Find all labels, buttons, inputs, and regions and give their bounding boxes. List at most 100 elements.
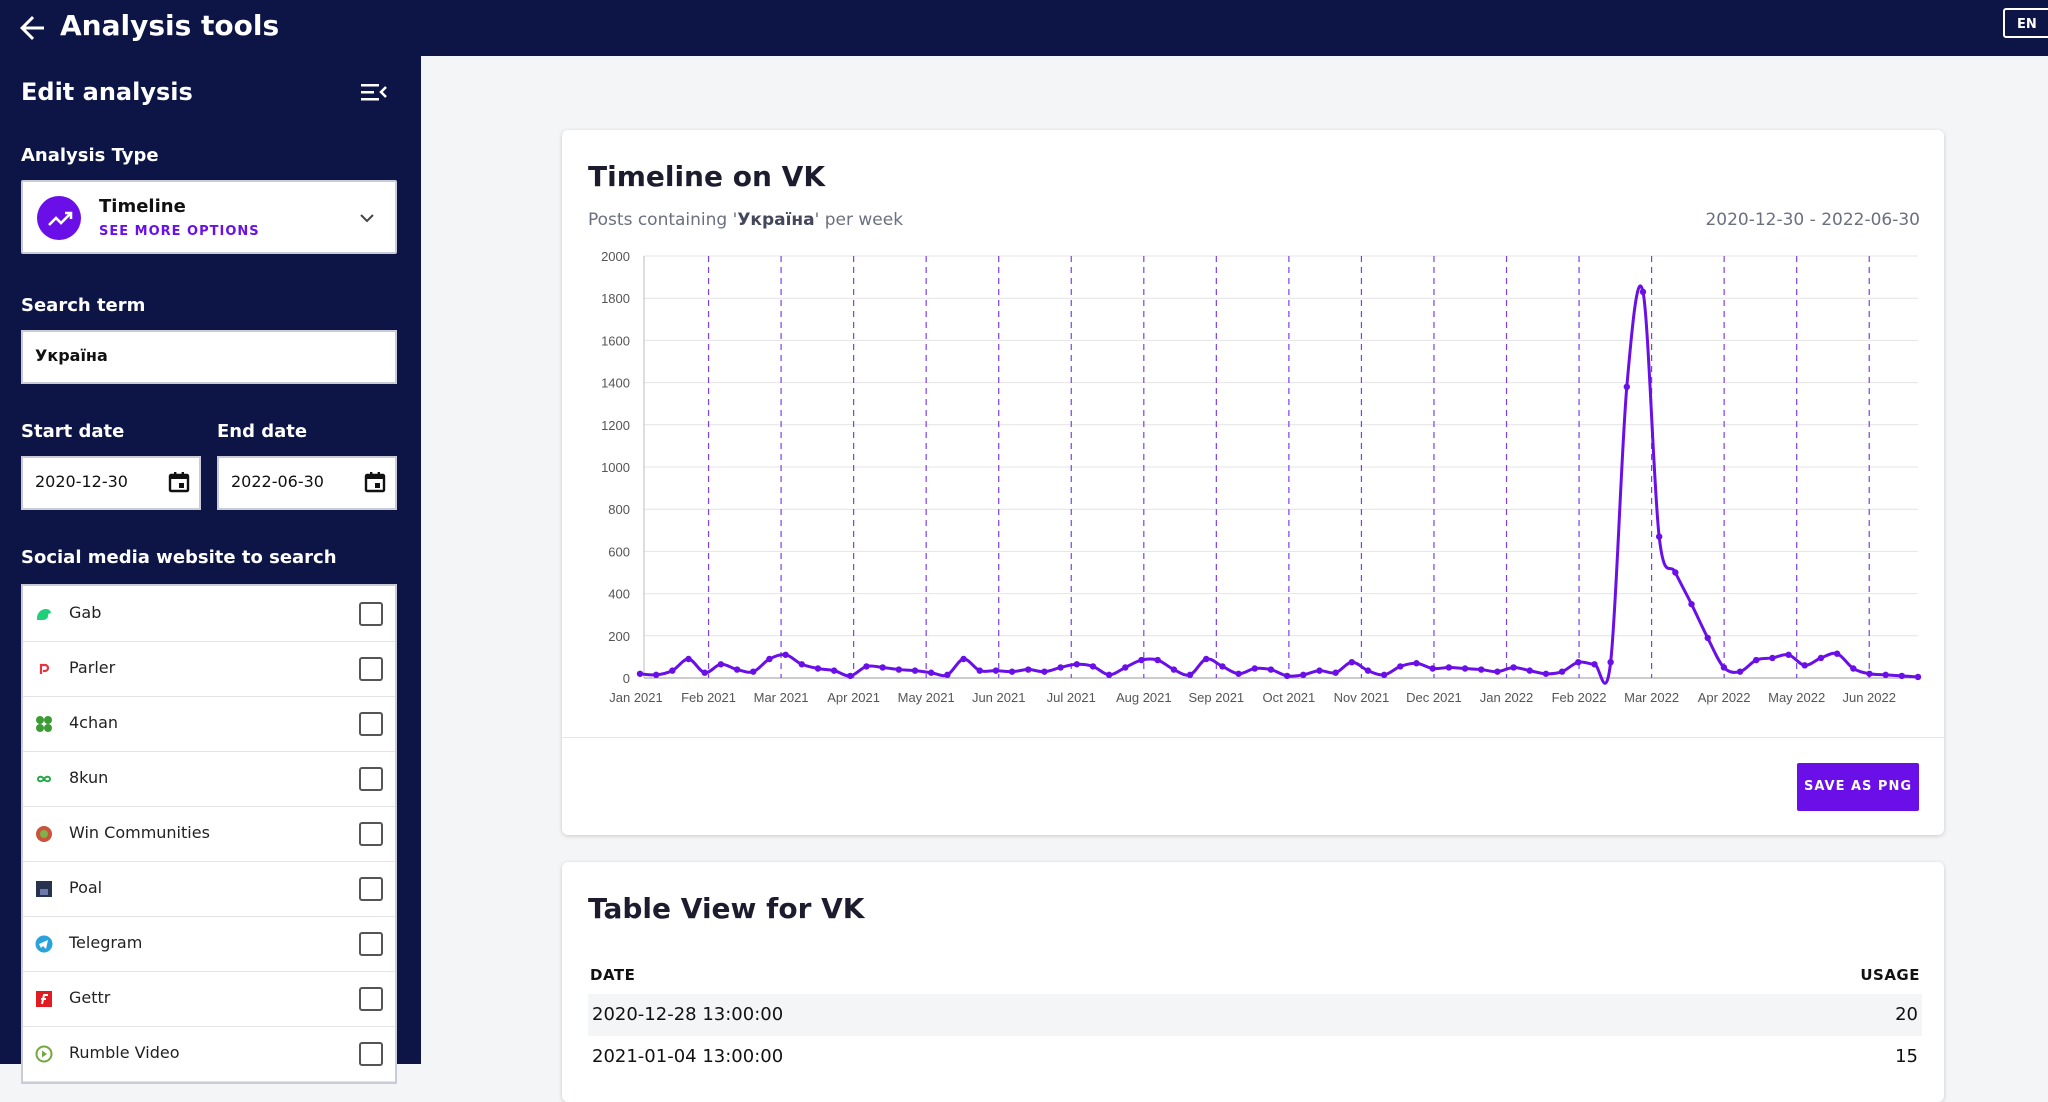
save-as-png-button[interactable]: SAVE AS PNG [1797, 763, 1919, 811]
site-row-poal[interactable]: Poal [23, 861, 395, 917]
data-point [863, 663, 870, 670]
data-point [992, 667, 1000, 674]
end-date-input[interactable]: 2022-06-30 [217, 456, 397, 510]
analysis-type-select[interactable]: Timeline SEE MORE OPTIONS [21, 180, 397, 254]
gettr-checkbox[interactable] [359, 987, 383, 1011]
data-point [636, 670, 644, 677]
x-tick-label: Nov 2021 [1334, 690, 1390, 705]
see-more-options-link[interactable]: SEE MORE OPTIONS [99, 224, 260, 239]
site-name: Rumble Video [69, 1043, 180, 1062]
data-point [1316, 667, 1323, 674]
timeline-card: Timeline on VK Posts containing 'Україна… [562, 130, 1944, 835]
x-tick-label: Jan 2022 [1480, 690, 1534, 705]
data-point [1235, 670, 1242, 677]
data-point [1607, 658, 1614, 666]
site-row-gettr[interactable]: Gettr [23, 971, 395, 1027]
y-tick-label: 1600 [601, 333, 630, 348]
series-line [639, 284, 1919, 685]
4chan-checkbox[interactable] [359, 712, 383, 736]
data-point [1429, 665, 1436, 672]
x-tick-label: Apr 2022 [1698, 690, 1751, 705]
search-term-label: Search term [21, 295, 146, 316]
data-point [1445, 664, 1453, 671]
chart-subtitle: Posts containing 'Україна' per week [588, 210, 904, 230]
data-point [944, 671, 951, 679]
data-point [1008, 668, 1016, 675]
data-point [1332, 669, 1339, 676]
parler-icon [39, 663, 50, 674]
collapse-menu-icon[interactable] [360, 80, 388, 104]
8kun-checkbox[interactable] [359, 767, 383, 791]
data-point [1769, 654, 1776, 662]
parler-checkbox[interactable] [359, 657, 383, 681]
y-tick-label: 1800 [601, 291, 630, 306]
rumble-video-checkbox[interactable] [359, 1042, 383, 1066]
telegram-checkbox[interactable] [359, 932, 383, 956]
data-point [1397, 663, 1404, 670]
calendar-icon[interactable] [167, 470, 191, 494]
x-tick-label: Apr 2021 [827, 690, 880, 705]
x-tick-label: Aug 2021 [1116, 690, 1172, 705]
data-point [1251, 665, 1258, 672]
rumble-play-icon [35, 1045, 53, 1063]
start-date-input[interactable]: 2020-12-30 [21, 456, 201, 510]
y-tick-label: 1400 [601, 376, 630, 391]
win-communities-icon [36, 826, 52, 842]
site-row-parler[interactable]: Parler [23, 641, 395, 697]
timeline-type-icon [37, 196, 81, 240]
data-point [1154, 656, 1161, 664]
calendar-icon[interactable] [363, 470, 387, 494]
data-point [1526, 667, 1533, 674]
analysis-type-name: Timeline [99, 196, 186, 217]
date-column-header[interactable]: DATE [590, 966, 636, 984]
search-term-input[interactable]: Україна [21, 330, 397, 384]
gab-checkbox[interactable] [359, 602, 383, 626]
data-point [1122, 664, 1129, 671]
data-point [669, 667, 676, 674]
chart-title: Timeline on VK [588, 160, 826, 193]
data-point [1801, 662, 1808, 669]
language-select[interactable]: EN [2003, 8, 2048, 38]
site-row-win-communities[interactable]: Win Communities [23, 806, 395, 862]
data-point [685, 655, 692, 663]
site-row-telegram[interactable]: Telegram [23, 916, 395, 972]
data-point [1057, 664, 1064, 671]
data-point [1138, 656, 1145, 664]
y-tick-label: 1200 [601, 418, 630, 433]
data-point [1575, 658, 1582, 666]
data-point [1736, 668, 1744, 675]
row-usage: 20 [1895, 1004, 1918, 1025]
site-row-8kun[interactable]: 8kun [23, 751, 395, 807]
poal-checkbox[interactable] [359, 877, 383, 901]
table-row: 2020-12-28 13:00:00 20 [588, 994, 1922, 1036]
data-point [1170, 666, 1178, 673]
back-arrow-icon[interactable] [14, 10, 50, 46]
data-point [1041, 668, 1048, 675]
poal-icon [36, 881, 52, 897]
data-point [1283, 672, 1291, 680]
site-row-gab[interactable]: Gab [23, 586, 395, 642]
site-name: Parler [69, 658, 116, 677]
win-communities-checkbox[interactable] [359, 822, 383, 846]
data-point [1623, 383, 1631, 391]
data-point [701, 669, 708, 676]
gab-icon [37, 609, 51, 620]
site-row-rumble-video[interactable]: Rumble Video [23, 1026, 395, 1082]
data-point [1380, 671, 1388, 679]
data-point [1817, 654, 1825, 662]
site-row-4chan[interactable]: 4chan [23, 696, 395, 752]
data-point [1267, 666, 1275, 673]
site-name: 4chan [69, 713, 119, 732]
row-date: 2021-01-04 13:00:00 [592, 1046, 784, 1067]
site-name: Poal [69, 878, 103, 897]
data-point [1203, 655, 1210, 663]
data-point [1461, 665, 1469, 672]
usage-column-header[interactable]: USAGE [1860, 966, 1920, 984]
data-point [911, 667, 919, 674]
data-point [798, 661, 805, 668]
data-point [1914, 673, 1922, 681]
row-date: 2020-12-28 13:00:00 [592, 1004, 784, 1025]
x-tick-label: Mar 2022 [1624, 690, 1679, 705]
x-tick-label: May 2021 [898, 690, 955, 705]
data-point [1219, 663, 1226, 670]
